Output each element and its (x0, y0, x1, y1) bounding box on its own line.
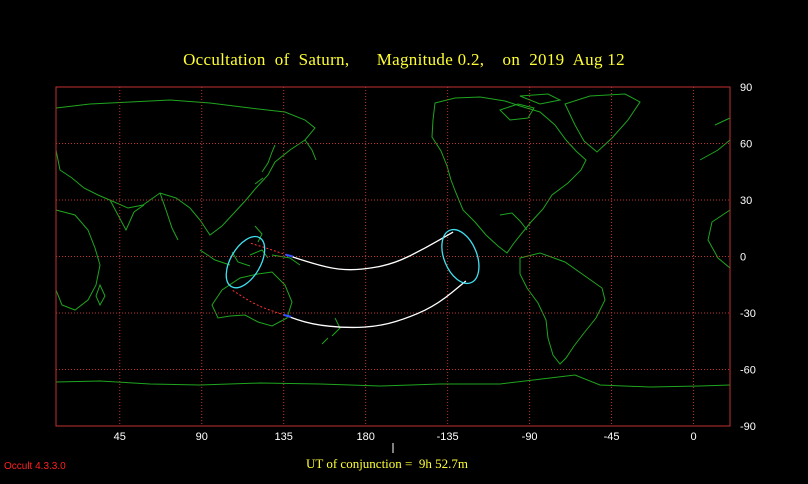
latitude-label: 60 (740, 139, 752, 151)
longitude-label: 90 (196, 431, 208, 443)
coast-new-zealand (321, 317, 341, 345)
coast-kamchatka (304, 139, 317, 161)
title-date: on 2019 Aug 12 (502, 50, 625, 69)
coast-south-america (519, 252, 606, 365)
latitude-label: -90 (740, 421, 756, 433)
longitude-labels: 45 90 135 180 -135 -90 -45 0 (114, 431, 697, 443)
daylight-south-limit (232, 289, 284, 316)
coast-japan (254, 144, 276, 185)
map-frame (55, 86, 731, 427)
title-object: Occultation of Saturn, (183, 50, 350, 69)
longitude-label: 180 (356, 431, 374, 443)
title-magnitude: Magnitude 0.2, (376, 50, 485, 69)
coast-australia (211, 271, 293, 327)
conjunction-time: 9h 52.7m (418, 456, 469, 471)
longitude-label: 45 (114, 431, 126, 443)
latitude-labels: 90 60 30 0 -30 -60 -90 (740, 82, 756, 433)
longitude-label: -45 (604, 431, 620, 443)
coast-gulf (499, 212, 528, 231)
sunset-limit-ellipse (225, 235, 266, 289)
coast-india (109, 199, 145, 232)
latitude-label: 0 (740, 252, 746, 264)
conjunction-readout: UT of conjunction = 9h 52.7m (306, 456, 468, 472)
longitude-label: -135 (437, 431, 459, 443)
sunrise-limit-ellipse (441, 228, 480, 285)
coast-europe-west (699, 108, 731, 161)
coast-eurasia (55, 99, 316, 236)
longitude-label: -90 (522, 431, 538, 443)
south-limit-start-marker (283, 313, 292, 318)
occultation-north-limit (285, 231, 454, 271)
conjunction-label: UT of conjunction = (306, 456, 413, 471)
coast-se-asia (159, 192, 301, 267)
coast-africa (55, 209, 731, 311)
page-title: Occultation of Saturn, Magnitude 0.2, on… (0, 50, 808, 70)
daylight-north-limit (250, 242, 286, 256)
version-label: Occult 4.3.3.0 (4, 461, 66, 472)
latitude-label: -60 (740, 365, 756, 377)
latitude-label: 90 (740, 82, 752, 94)
coast-antarctica (55, 374, 731, 388)
latitude-label: 30 (740, 195, 752, 207)
occultation-paths (225, 228, 480, 329)
coastlines (55, 93, 731, 388)
coast-greenland (564, 93, 641, 153)
north-limit-start-marker (285, 253, 294, 258)
lat-lon-grid (56, 87, 730, 426)
coast-madagascar (95, 283, 106, 307)
longitude-label: 135 (275, 431, 293, 443)
occultation-south-limit (283, 280, 467, 329)
latitude-label: -30 (740, 308, 756, 320)
longitude-label: 0 (691, 431, 697, 443)
map-border (55, 86, 731, 427)
coast-arctic-islands (499, 93, 562, 121)
